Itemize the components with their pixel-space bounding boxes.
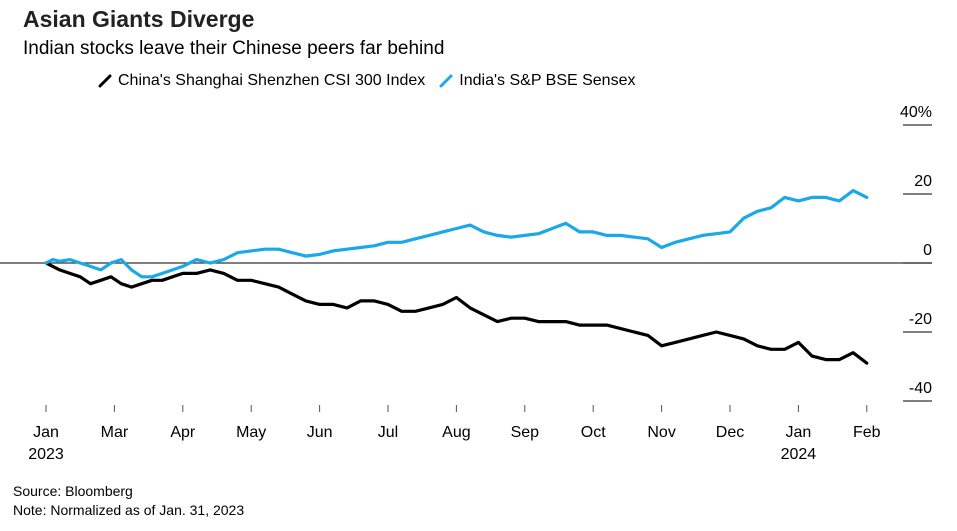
chart-title: Asian Giants Diverge xyxy=(23,6,255,32)
x-tick-year-label: 2023 xyxy=(28,446,64,463)
x-tick-label: Feb xyxy=(853,424,881,441)
x-tick-label: Dec xyxy=(716,424,744,441)
legend-item-india: India's S&P BSE Sensex xyxy=(439,72,635,90)
y-tick-label: 0 xyxy=(923,242,932,259)
x-tick-label: Sep xyxy=(511,424,540,441)
series-line-india xyxy=(44,189,869,279)
x-tick-label: Jan xyxy=(33,424,59,441)
legend-label-india: India's S&P BSE Sensex xyxy=(459,72,636,89)
x-tick-label: Nov xyxy=(647,424,675,441)
x-tick-year-label: 2024 xyxy=(781,446,817,463)
y-tick-label: -40 xyxy=(909,380,932,397)
legend-swatch-india xyxy=(439,74,453,88)
x-tick-label: Apr xyxy=(170,424,196,441)
legend-label-china: China's Shanghai Shenzhen CSI 300 Index xyxy=(118,72,426,89)
x-tick-label: Mar xyxy=(101,424,129,441)
legend-item-china: China's Shanghai Shenzhen CSI 300 Index xyxy=(98,72,425,90)
y-tick-label: -20 xyxy=(909,311,932,328)
series-line-china xyxy=(44,261,869,365)
legend-swatch-china xyxy=(98,74,112,88)
x-tick-label: May xyxy=(236,424,266,441)
legend: China's Shanghai Shenzhen CSI 300 Index … xyxy=(98,72,635,90)
y-tick-label: 20 xyxy=(914,173,932,190)
source-note: Source: Bloomberg xyxy=(13,483,133,499)
x-tick-label: Jan xyxy=(786,424,812,441)
x-tick-label: Aug xyxy=(442,424,470,441)
chart-subtitle: Indian stocks leave their Chinese peers … xyxy=(23,38,445,59)
x-tick-label: Jun xyxy=(307,424,333,441)
normalization-note: Note: Normalized as of Jan. 31, 2023 xyxy=(13,502,245,518)
x-tick-label: Jul xyxy=(378,424,398,441)
y-tick-label: 40% xyxy=(900,104,932,121)
x-tick-label: Oct xyxy=(581,424,606,441)
